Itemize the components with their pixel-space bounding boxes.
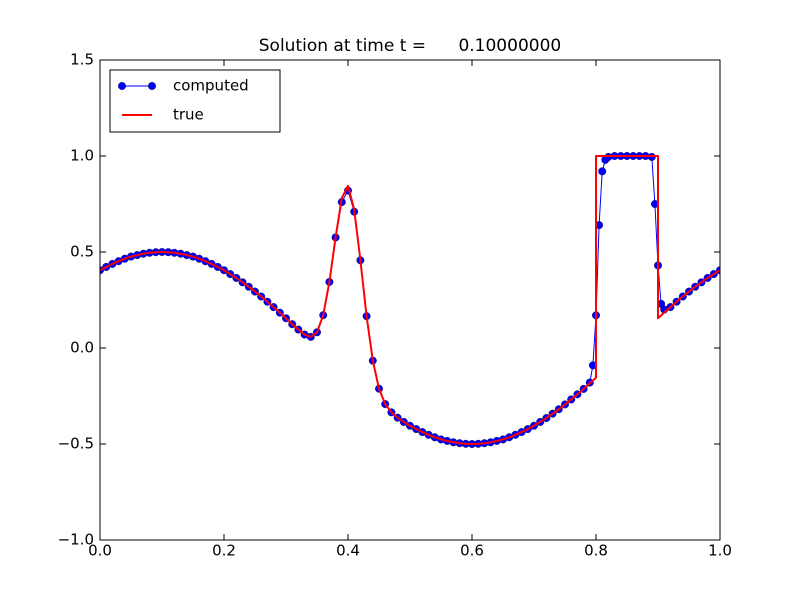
data-point [598,167,607,176]
legend-marker [118,82,126,90]
x-tick-label: 1.0 [708,542,732,560]
legend-box [109,69,281,133]
x-tick-label: 0.2 [212,542,236,560]
axes-frame [99,59,721,541]
legend: computed true [109,69,281,133]
x-tick-label: 0.4 [336,542,360,560]
y-tick-label: −1.0 [58,531,94,549]
legend-label: true [173,106,204,124]
legend-marker [148,82,156,90]
y-tick-label: 0.0 [70,339,94,357]
y-tick-label: 1.0 [70,147,94,165]
y-tick-label: 0.5 [70,243,94,261]
x-tick-label: 0.8 [584,542,608,560]
x-tick-label: 0.0 [88,542,112,560]
y-tick-label: 1.5 [70,51,94,69]
x-tick-label: 0.6 [460,542,484,560]
chart-title: Solution at time t = 0.10000000 [259,36,561,56]
series-line [100,155,720,445]
plot-area [100,152,720,448]
y-tick-label: −0.5 [58,435,94,453]
legend-label: computed [173,77,249,95]
